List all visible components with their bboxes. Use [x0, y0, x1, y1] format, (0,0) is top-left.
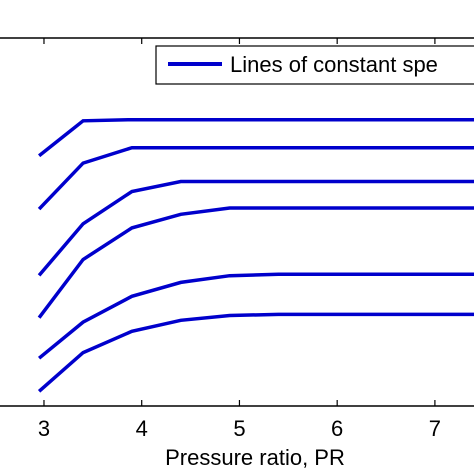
legend-label: Lines of constant spe	[230, 52, 438, 77]
speed-line-3	[37, 179, 474, 277]
speed-line-6	[37, 312, 474, 393]
x-tick-label: 3	[38, 416, 50, 441]
x-tick-label: 5	[233, 416, 245, 441]
plot-axes	[0, 37, 474, 407]
x-axis-label: Pressure ratio, PR	[165, 445, 345, 470]
speed-line-4	[37, 206, 474, 319]
x-ticks: 3 4 5 6 7	[38, 38, 441, 441]
x-tick-label: 4	[136, 416, 148, 441]
legend: Lines of constant spe	[155, 45, 474, 85]
x-tick-label: 7	[429, 416, 441, 441]
speed-line-1	[38, 117, 474, 158]
x-tick-label: 6	[331, 416, 343, 441]
speed-line-5	[37, 272, 474, 360]
series-group	[37, 117, 474, 393]
speed-line-2	[37, 145, 474, 211]
